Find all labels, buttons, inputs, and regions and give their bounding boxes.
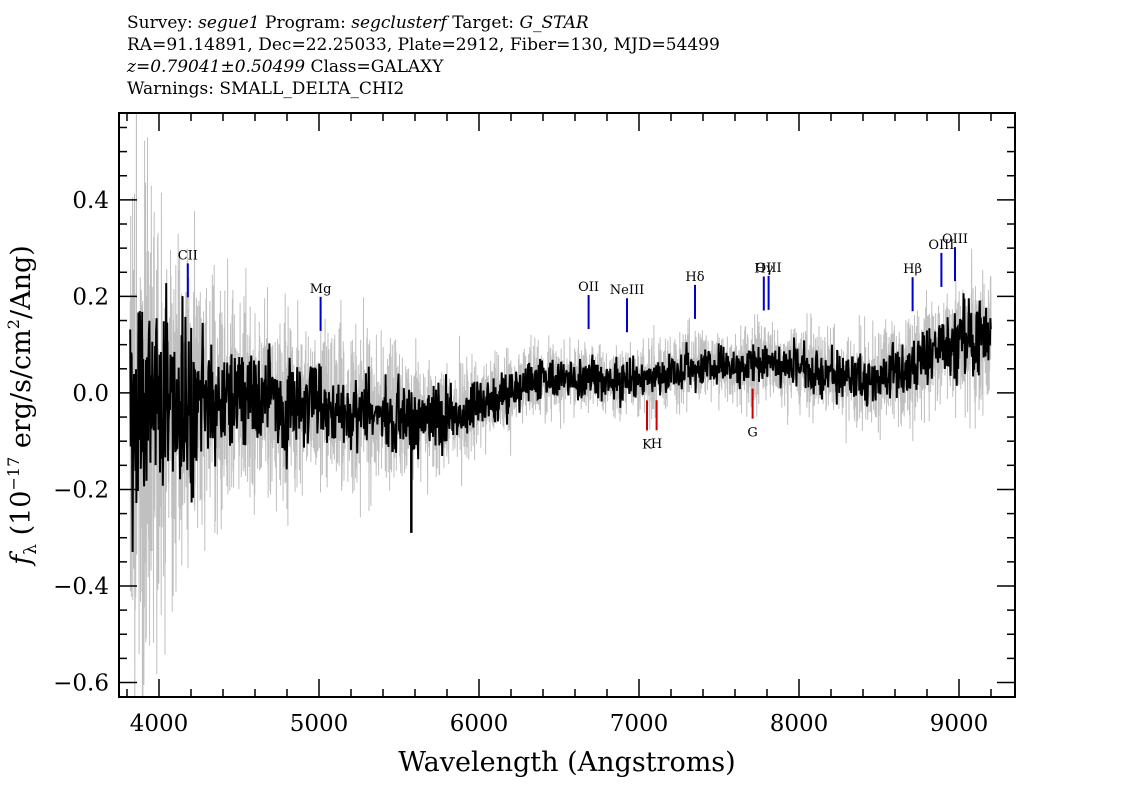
y-tick-label: −0.6 [53, 671, 109, 697]
x-tick-label: 8000 [770, 711, 829, 737]
absorption-line-label: K [642, 437, 652, 452]
spectrum-header: Survey: segue1 Program: segclusterf Targ… [127, 12, 720, 100]
class-value: Class=GALAXY [310, 57, 444, 77]
header-line-target: Survey: segue1 Program: segclusterf Targ… [127, 12, 720, 34]
emission-line-label: NeIII [610, 283, 644, 298]
emission-line-label: OIII [756, 261, 782, 276]
absorption-line-label: G [747, 426, 757, 441]
y-tick-label: 0.0 [72, 381, 109, 407]
emission-line-label: OII [578, 280, 599, 295]
y-axis-title-tail: /Ang) [6, 245, 37, 319]
survey-value: segue1 [198, 13, 260, 33]
y-tick-label: −0.4 [53, 574, 109, 600]
flux-series [129, 283, 992, 553]
program-label: Program: [265, 13, 346, 33]
program-value: segclusterf [351, 13, 447, 33]
y-tick-label: −0.2 [53, 477, 109, 503]
flux-layer [129, 283, 992, 553]
survey-label: Survey: [127, 13, 193, 33]
y-axis-title-unit: erg/s/cm [6, 329, 37, 457]
axis-ticks [119, 113, 1015, 697]
x-axis-title: Wavelength (Angstroms) [398, 747, 735, 778]
x-tick-label: 5000 [290, 711, 349, 737]
x-tick-label: 9000 [930, 711, 989, 737]
y-axis-title-sub: λ [21, 544, 41, 555]
emission-line-label: Hδ [685, 270, 704, 285]
x-tick-label: 4000 [130, 711, 189, 737]
y-tick-label: 0.4 [72, 188, 109, 214]
emission-line-label: Mg [310, 282, 332, 297]
y-tick-label: 0.2 [72, 284, 109, 310]
y-axis-title-exp2: 2 [4, 319, 23, 329]
emission-line-label: OIII [942, 232, 968, 247]
target-label: Target: [452, 13, 515, 33]
header-line-warnings: Warnings: SMALL_DELTA_CHI2 [127, 79, 405, 99]
target-value: G_STAR [519, 13, 589, 33]
emission-line-label: CII [178, 248, 198, 263]
header-line-coords: RA=91.14891, Dec=22.25033, Plate=2912, F… [127, 35, 720, 55]
redshift-value: z=0.79041±0.50499 [127, 57, 306, 77]
emission-line-label: Hβ [903, 262, 922, 277]
y-axis-title-exp1: −17 [4, 457, 23, 491]
emission-line-label: Hγ [754, 261, 773, 276]
x-tick-label: 6000 [450, 711, 509, 737]
emission-line-label: OIII [928, 238, 954, 253]
x-tick-label: 7000 [610, 711, 669, 737]
plot-frame [118, 112, 1016, 698]
absorption-line-label: H [651, 437, 662, 452]
axis-tick-labels: 4000 5000 6000 7000 8000 9000 −0.6 −0.4 −0.2 0.0 0… [53, 188, 988, 737]
header-line-redshift: z=0.79041±0.50499 Class=GALAXY [127, 56, 720, 78]
y-axis-title: fλ (10−17 erg/s/cm2/Ang) [4, 245, 41, 567]
y-axis-title-mid: (10 [6, 491, 37, 544]
